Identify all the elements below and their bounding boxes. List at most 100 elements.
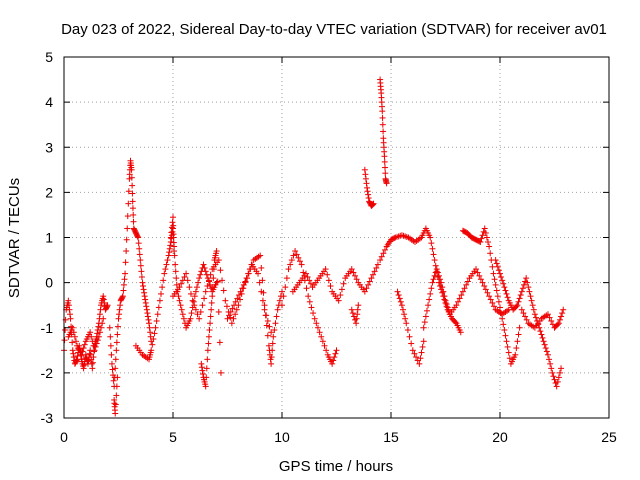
data-point <box>237 296 244 303</box>
data-point <box>240 281 247 288</box>
data-point <box>61 337 68 344</box>
data-point <box>181 273 188 280</box>
data-point <box>308 304 315 311</box>
data-point <box>260 289 267 296</box>
data-point <box>501 284 508 291</box>
data-point <box>491 276 498 283</box>
data-point <box>142 296 149 303</box>
data-point <box>439 284 446 291</box>
data-point <box>239 285 246 292</box>
data-point <box>544 311 551 318</box>
data-point <box>177 302 184 309</box>
data-point <box>413 354 420 361</box>
data-point <box>113 347 120 354</box>
data-point <box>495 298 502 305</box>
data-point <box>147 329 154 336</box>
data-point <box>89 365 96 372</box>
data-point <box>430 251 437 258</box>
data-point <box>65 297 72 304</box>
data-point <box>135 234 142 241</box>
data-point <box>264 317 271 324</box>
data-point <box>559 310 566 317</box>
data-point <box>207 271 214 278</box>
data-point <box>486 293 493 300</box>
data-point <box>244 275 251 282</box>
data-point <box>112 365 119 372</box>
data-point <box>201 264 208 271</box>
data-point <box>378 253 385 260</box>
data-point <box>219 277 226 284</box>
data-point <box>100 293 107 300</box>
data-point <box>213 248 220 255</box>
data-point <box>95 333 102 340</box>
data-point <box>548 365 555 372</box>
data-point <box>298 261 305 268</box>
y-tick-labels: -3 -2 -1 0 1 2 3 4 5 <box>41 49 54 426</box>
data-point <box>379 121 386 128</box>
data-point <box>269 340 276 347</box>
data-point <box>434 269 441 276</box>
data-point <box>420 338 427 345</box>
data-point <box>265 342 272 349</box>
y-tick-label: -2 <box>41 365 54 381</box>
data-point <box>283 275 290 282</box>
data-point <box>272 320 279 327</box>
data-point <box>490 270 497 277</box>
data-point <box>66 306 73 313</box>
data-point <box>207 320 214 327</box>
data-point <box>396 295 403 302</box>
data-point <box>154 311 161 318</box>
data-point <box>216 339 223 346</box>
data-point <box>382 170 389 177</box>
data-point <box>476 272 483 279</box>
data-point <box>144 310 151 317</box>
data-point <box>554 321 561 328</box>
data-point <box>112 410 119 417</box>
data-point <box>121 276 128 283</box>
data-point <box>512 351 519 358</box>
x-tick-label: 5 <box>169 429 177 445</box>
data-point <box>149 341 156 348</box>
data-point <box>170 239 177 246</box>
data-point <box>494 293 501 300</box>
data-point <box>382 164 389 171</box>
data-point <box>479 232 486 239</box>
data-point <box>162 266 169 273</box>
data-point <box>542 345 549 352</box>
data-point <box>166 245 173 252</box>
data-point <box>109 366 116 373</box>
data-point <box>200 261 207 268</box>
data-point <box>264 332 271 339</box>
data-point <box>114 374 121 381</box>
data-point <box>349 310 356 317</box>
data-point <box>421 319 428 326</box>
data-point <box>220 287 227 294</box>
data-point <box>112 356 119 363</box>
data-point <box>302 270 309 277</box>
data-point <box>268 329 275 336</box>
axis-ticks <box>63 56 610 419</box>
data-point <box>377 257 384 264</box>
data-point <box>197 308 204 315</box>
data-point <box>398 302 405 309</box>
grid-lines <box>64 57 609 418</box>
data-points <box>61 76 567 417</box>
data-point <box>113 339 120 346</box>
y-axis-label: SDTVAR / TECUs <box>6 178 23 298</box>
data-point <box>478 235 485 242</box>
data-point <box>139 279 146 286</box>
data-point <box>280 293 287 300</box>
data-point <box>146 320 153 327</box>
data-point <box>183 270 190 277</box>
data-point <box>92 343 99 350</box>
data-point <box>196 275 203 282</box>
data-point <box>120 281 127 288</box>
data-point <box>482 286 489 293</box>
data-point <box>431 257 438 264</box>
data-point <box>77 352 84 359</box>
data-point <box>141 293 148 300</box>
data-point <box>418 349 425 356</box>
data-point <box>198 364 205 371</box>
data-point <box>113 383 120 390</box>
data-point <box>304 273 311 280</box>
